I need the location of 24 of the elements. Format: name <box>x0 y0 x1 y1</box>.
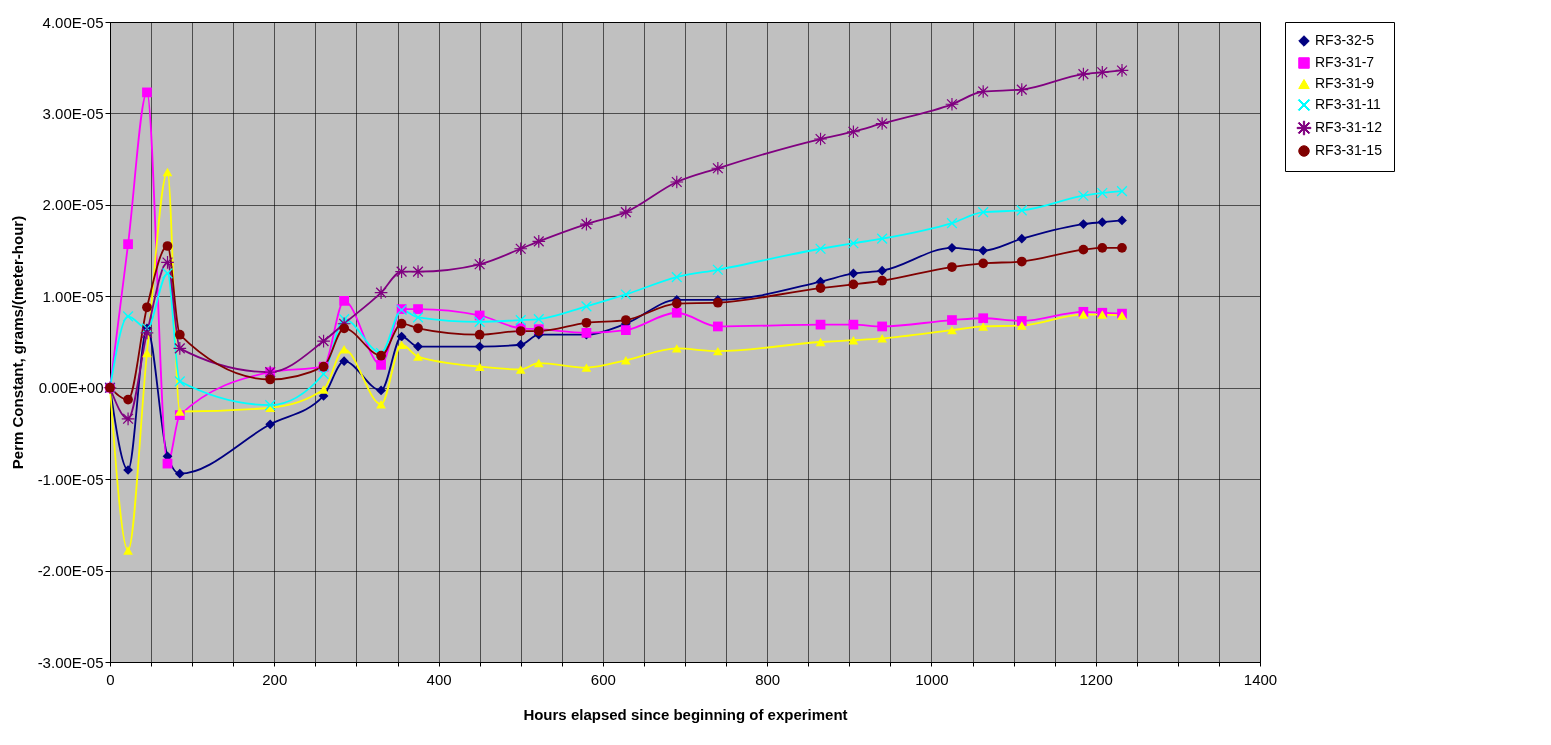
x-tick-label: 800 <box>755 670 781 688</box>
x-tick-label: 600 <box>590 670 616 688</box>
y-axis-title: Perm Constant, grams/(meter-hour) <box>8 215 26 470</box>
y-tick-label: 2.00E-05 <box>42 196 104 214</box>
y-tick-label: 4.00E-05 <box>42 13 104 31</box>
legend-label: RF3-31-12 <box>1315 119 1383 135</box>
legend-label: RF3-31-9 <box>1315 75 1375 91</box>
x-tick-label: 0 <box>106 670 115 688</box>
x-tick-label: 1200 <box>1079 670 1113 688</box>
y-tick-label: -1.00E-05 <box>37 470 104 488</box>
legend-label: RF3-31-11 <box>1315 96 1382 112</box>
y-tick-label: 3.00E-05 <box>42 104 104 122</box>
y-tick-label: 0.00E+00 <box>38 379 104 397</box>
x-tick-label: 1400 <box>1243 670 1278 688</box>
y-tick-label: -3.00E-05 <box>37 653 104 671</box>
x-axis-title: Hours elapsed since beginning of experiment <box>523 705 848 723</box>
legend-label: RF3-31-7 <box>1315 54 1375 70</box>
legend-label: RF3-32-5 <box>1315 32 1375 48</box>
legend-label: RF3-31-15 <box>1315 142 1383 158</box>
x-tick-label: 1000 <box>915 670 949 688</box>
x-tick-label: 200 <box>262 670 288 688</box>
y-tick-label: -2.00E-05 <box>37 562 104 580</box>
x-tick-label: 400 <box>426 670 452 688</box>
y-tick-label: 1.00E-05 <box>42 287 104 305</box>
